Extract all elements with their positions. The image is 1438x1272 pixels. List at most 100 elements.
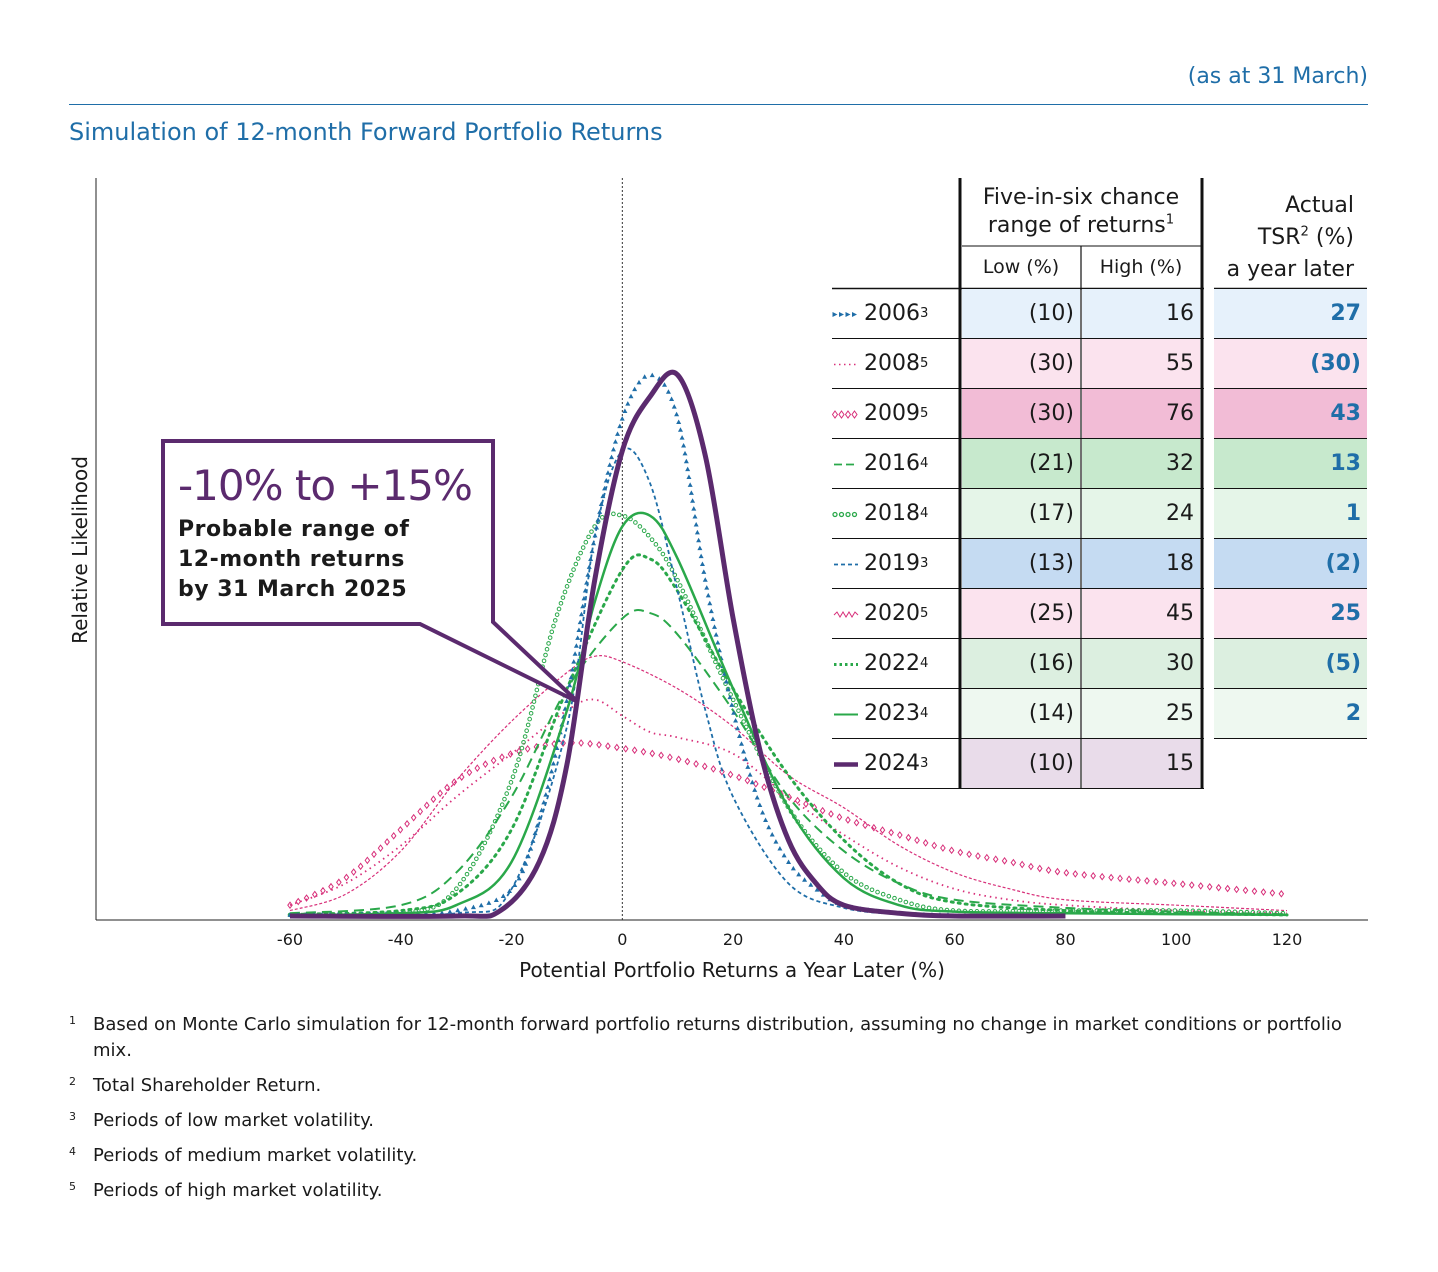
callout-line-3: by 31 March 2025 xyxy=(178,577,408,602)
series-line-2016 xyxy=(289,609,1288,916)
series-marker-2006 xyxy=(747,772,753,777)
series-marker-2009 xyxy=(444,783,450,792)
series-marker-2006 xyxy=(617,423,623,429)
series-marker-2018 xyxy=(517,751,523,757)
series-marker-2018 xyxy=(746,730,752,735)
series-marker-2006 xyxy=(603,478,609,483)
series-2024 xyxy=(289,369,1066,919)
series-marker-2006 xyxy=(707,600,713,606)
series-marker-2018 xyxy=(564,584,570,589)
series-marker-2018 xyxy=(508,780,514,785)
series-2016 xyxy=(289,609,1288,916)
series-marker-2018 xyxy=(556,606,562,612)
series-marker-2006 xyxy=(571,659,577,664)
footnote-mark: 3 xyxy=(69,1110,76,1123)
series-marker-2009 xyxy=(1010,858,1017,867)
series-marker-2018 xyxy=(715,665,721,670)
series-marker-2006 xyxy=(725,686,731,692)
series-marker-2006 xyxy=(632,386,638,392)
footnote-item: 4 Periods of medium market volatility. xyxy=(69,1143,1369,1169)
series-marker-2006 xyxy=(585,572,591,577)
series-marker-2006 xyxy=(539,807,545,813)
series-marker-2018 xyxy=(1214,909,1220,914)
tsr-header: Actual TSR2 (%) a year later xyxy=(1204,190,1354,286)
series-marker-2006 xyxy=(619,416,625,421)
series-marker-2006 xyxy=(677,427,683,432)
legend-swatch-icon xyxy=(832,409,858,419)
series-marker-2018 xyxy=(562,589,568,595)
series-marker-2018 xyxy=(580,545,586,550)
series-marker-2009 xyxy=(727,770,734,779)
series-marker-2006 xyxy=(749,779,755,785)
series-marker-2018 xyxy=(490,824,495,830)
table-cell-high: 15 xyxy=(1082,739,1200,788)
series-marker-2006 xyxy=(769,832,775,837)
series-marker-2009 xyxy=(311,890,318,899)
legend-swatch-icon xyxy=(834,463,858,465)
series-marker-2009 xyxy=(1108,873,1114,882)
callout-frame xyxy=(161,439,580,704)
series-marker-2018 xyxy=(1202,908,1208,914)
footnote-item: 3 Periods of low market volatility. xyxy=(69,1108,1369,1134)
series-marker-2009 xyxy=(1162,878,1168,887)
series-marker-2018 xyxy=(897,897,903,903)
series-marker-2009 xyxy=(710,765,717,773)
series-marker-2018 xyxy=(1154,908,1160,913)
table-cell-tsr: 2 xyxy=(1214,689,1367,738)
table-cell-high: 32 xyxy=(1082,439,1200,488)
series-2020 xyxy=(289,655,1288,912)
series-marker-2018 xyxy=(1148,908,1154,913)
series-marker-2006 xyxy=(552,753,558,758)
series-marker-2018 xyxy=(445,895,451,900)
series-marker-2006 xyxy=(525,853,531,859)
series-marker-2006 xyxy=(447,909,453,914)
series-marker-2006 xyxy=(808,882,814,887)
series-marker-2009 xyxy=(474,764,481,772)
series-2019 xyxy=(289,447,900,917)
series-marker-2006 xyxy=(598,501,604,506)
series-marker-2009 xyxy=(984,853,990,862)
series-marker-2006 xyxy=(541,799,547,805)
series-marker-2018 xyxy=(436,902,442,908)
series-marker-2009 xyxy=(992,855,999,864)
series-marker-2006 xyxy=(597,509,603,514)
series-marker-2018 xyxy=(821,851,827,857)
series-marker-2018 xyxy=(839,868,844,874)
series-marker-2006 xyxy=(710,616,716,621)
series-marker-2006 xyxy=(607,462,613,467)
series-marker-2018 xyxy=(1208,908,1214,914)
series-marker-2006 xyxy=(590,540,596,546)
series-marker-2009 xyxy=(1269,889,1276,897)
series-marker-2018 xyxy=(858,882,864,887)
table-cell-low: (21) xyxy=(962,439,1080,488)
table-row-year: 2008 5 xyxy=(832,339,958,388)
series-marker-2018 xyxy=(522,734,528,739)
series-marker-2018 xyxy=(1178,908,1184,913)
series-marker-2009 xyxy=(423,801,430,810)
series-marker-2009 xyxy=(303,894,310,902)
series-marker-2009 xyxy=(1117,874,1123,883)
series-marker-2018 xyxy=(541,658,547,664)
series-marker-2018 xyxy=(471,861,476,867)
series-marker-2009 xyxy=(350,868,357,876)
series-marker-2018 xyxy=(690,610,696,616)
series-marker-2009 xyxy=(430,795,437,804)
series-marker-2009 xyxy=(1001,857,1008,865)
series-marker-2009 xyxy=(1099,872,1105,881)
range-header-line-1: Five-in-six chance xyxy=(982,185,1180,210)
table-cell-low: (10) xyxy=(962,739,1080,788)
table-cell-low: (30) xyxy=(962,389,1080,438)
series-marker-2018 xyxy=(521,739,526,745)
table-cell-tsr: 1 xyxy=(1214,489,1367,538)
footnote-mark: 5 xyxy=(69,1180,76,1193)
series-marker-2006 xyxy=(564,698,570,703)
table-cell-low: (30) xyxy=(962,339,1080,388)
series-marker-2006 xyxy=(594,525,600,530)
series-marker-2006 xyxy=(671,404,677,409)
callout-line-1: Probable range of xyxy=(178,517,410,542)
series-marker-2009 xyxy=(975,852,981,860)
series-marker-2006 xyxy=(786,859,792,864)
series-marker-2018 xyxy=(457,881,463,887)
x-tick-label: -40 xyxy=(387,930,414,949)
